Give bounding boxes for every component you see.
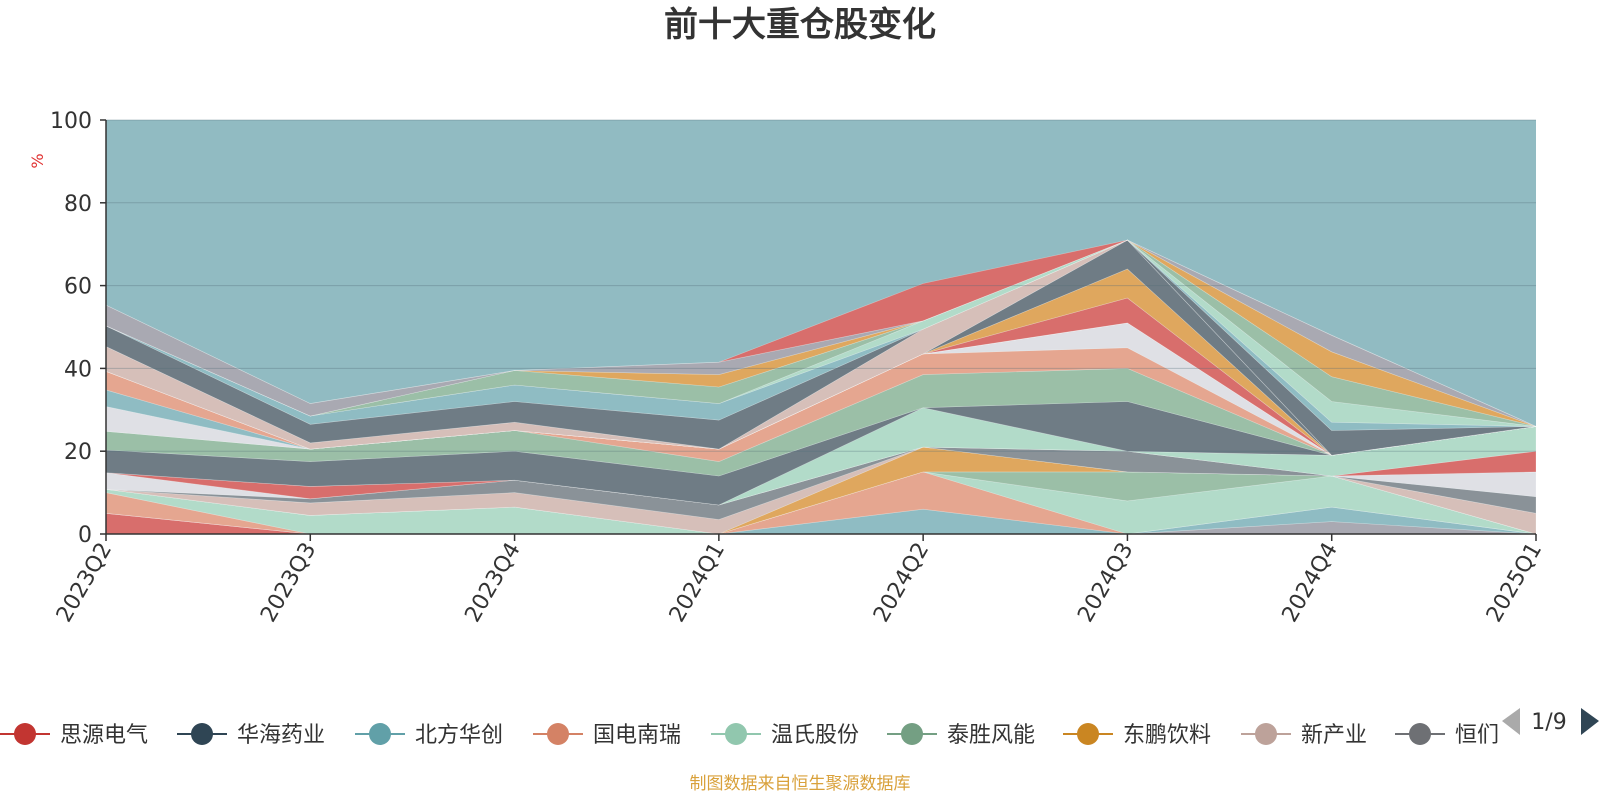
x-tick-label-1: 2023Q3 xyxy=(256,539,321,627)
legend-label: 华海药业 xyxy=(237,723,325,748)
legend-label: 新产业 xyxy=(1301,723,1367,748)
legend-dot-icon xyxy=(725,723,747,745)
legend-dot-icon xyxy=(369,723,391,745)
x-tick-label-0: 2023Q2 xyxy=(52,539,117,627)
plot-area xyxy=(105,120,1537,535)
legend-item-3[interactable]: 国电南瑞 xyxy=(533,723,681,748)
series-area-28[interactable] xyxy=(105,239,1537,427)
legend-label: 国电南瑞 xyxy=(593,723,681,748)
gridlines xyxy=(106,119,1536,452)
legend-label: 思源电气 xyxy=(60,723,148,748)
source-note: 制图数据来自恒生聚源数据库 xyxy=(690,774,911,794)
x-tick-label-4: 2024Q2 xyxy=(869,539,934,627)
legend-item-4[interactable]: 温氏股份 xyxy=(711,723,859,748)
axes xyxy=(105,120,1536,535)
x-tick-label-5: 2024Q3 xyxy=(1073,539,1138,627)
x-tick-label-2: 2023Q4 xyxy=(460,539,525,627)
legend-label: 恒们 xyxy=(1455,723,1499,748)
x-tick-label-6: 2024Q4 xyxy=(1278,539,1343,627)
pager-next-icon[interactable] xyxy=(1581,708,1599,735)
x-axis-ticks: 2023Q2 2023Q3 2023Q4 2024Q1 2024Q2 2024Q3 2024… xyxy=(52,534,1547,627)
legend-dot-icon xyxy=(191,723,213,745)
chart-title: 前十大重仓股变化 xyxy=(664,5,936,45)
pager-label: 1/9 xyxy=(1531,710,1566,735)
legend-item-0[interactable]: 思源电气 xyxy=(0,723,148,748)
legend-item-1[interactable]: 华海药业 xyxy=(177,723,325,748)
y-tick-label-5: 100 xyxy=(50,109,92,134)
legend-dot-icon xyxy=(1255,723,1277,745)
legend: 思源电气 华海药业 北方华创 国电南瑞 温氏股份 泰胜风能 东鹏饮料 新产业 恒们 xyxy=(0,723,1499,748)
legend-label: 北方华创 xyxy=(415,723,503,748)
legend-label: 泰胜风能 xyxy=(947,723,1035,748)
legend-dot-icon xyxy=(14,723,36,745)
legend-item-7[interactable]: 新产业 xyxy=(1241,723,1367,748)
y-tick-label-0: 0 xyxy=(78,523,92,548)
y-axis-unit-label: % xyxy=(28,153,47,168)
y-tick-label-1: 20 xyxy=(64,440,92,465)
legend-dot-icon xyxy=(547,723,569,745)
y-tick-label-4: 80 xyxy=(64,192,92,217)
y-tick-label-2: 40 xyxy=(64,357,92,382)
legend-label: 温氏股份 xyxy=(771,723,859,748)
legend-dot-icon xyxy=(901,723,923,745)
y-tick-label-3: 60 xyxy=(64,275,92,300)
legend-item-8[interactable]: 恒们 xyxy=(1395,723,1499,748)
legend-item-2[interactable]: 北方华创 xyxy=(355,723,503,748)
legend-dot-icon xyxy=(1077,723,1099,745)
x-tick-label-7: 2025Q1 xyxy=(1482,539,1547,627)
series-area-27[interactable] xyxy=(105,239,1537,427)
x-tick-label-3: 2024Q1 xyxy=(665,539,730,627)
pager-prev-icon[interactable] xyxy=(1502,708,1520,735)
legend-dot-icon xyxy=(1409,723,1431,745)
legend-item-5[interactable]: 泰胜风能 xyxy=(887,723,1035,748)
legend-item-6[interactable]: 东鹏饮料 xyxy=(1063,723,1211,748)
legend-label: 东鹏饮料 xyxy=(1123,723,1211,748)
legend-pager: 1/9 xyxy=(1502,708,1599,735)
y-axis-ticks: 0 20 40 60 80 100 xyxy=(50,109,106,548)
